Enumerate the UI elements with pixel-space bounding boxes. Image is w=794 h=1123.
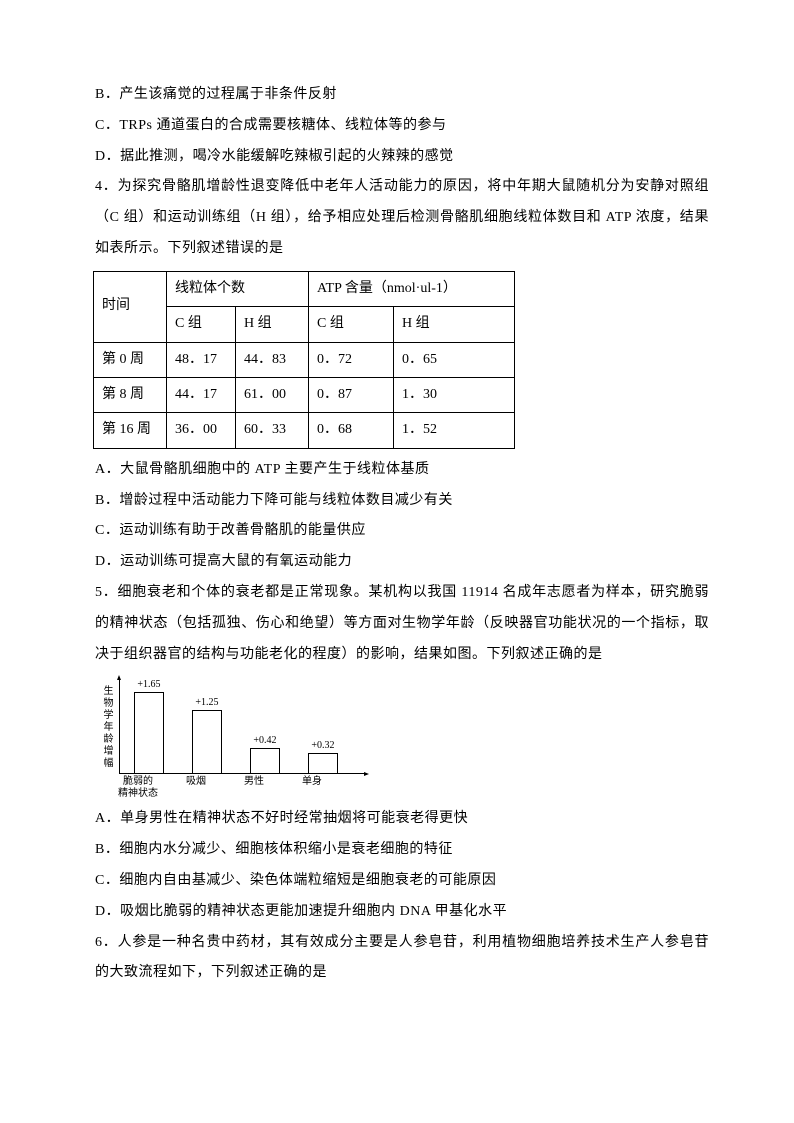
table-header-atp: ATP 含量（nmol·ul-1）	[309, 271, 515, 306]
chart-bar-group: +1.65	[120, 680, 178, 773]
chart-bar-value: +1.25	[195, 698, 218, 708]
table-row: 第 16 周 36．00 60．33 0．68 1．52	[94, 413, 515, 448]
question-6-stem: 6．人参是一种名贵中药材，其有效成分主要是人参皂苷，利用植物细胞培养技术生产人参…	[95, 928, 709, 990]
table-subheader-c1: C 组	[167, 307, 236, 342]
chart-bar-group: +1.25	[178, 698, 236, 773]
table-subheader-h2: H 组	[394, 307, 515, 342]
table-header-time: 时间	[94, 271, 167, 342]
chart-xlabel: 吸烟	[167, 774, 225, 800]
chart-bar-value: +1.65	[137, 680, 160, 690]
table-subheader-c2: C 组	[309, 307, 394, 342]
mitochondria-atp-table: 时间 线粒体个数 ATP 含量（nmol·ul-1） C 组 H 组 C 组 H…	[93, 271, 515, 449]
chart-xlabel: 单身	[283, 774, 341, 800]
chart-xlabel: 男性	[225, 774, 283, 800]
option-d-text: D．据此推测，喝冷水能缓解吃辣椒引起的火辣辣的感觉	[95, 142, 709, 173]
q5-option-b: B．细胞内水分减少、细胞核体积缩小是衰老细胞的特征	[95, 835, 709, 866]
bio-age-bar-chart: 生物学年龄增幅 +1.65 +1.25 +0.42 +0.32	[95, 674, 364, 800]
chart-bar	[250, 748, 280, 773]
option-c-text: C．TRPs 通道蛋白的合成需要核糖体、线粒体等的参与	[95, 111, 709, 142]
question-5-stem: 5．细胞衰老和个体的衰老都是正常现象。某机构以我国 11914 名成年志愿者为样…	[95, 578, 709, 670]
document-page: B．产生该痛觉的过程属于非条件反射 C．TRPs 通道蛋白的合成需要核糖体、线粒…	[0, 0, 794, 1049]
chart-bar	[134, 692, 164, 773]
q5-option-c: C．细胞内自由基减少、染色体端粒缩短是细胞衰老的可能原因	[95, 866, 709, 897]
q5-option-a: A．单身男性在精神状态不好时经常抽烟将可能衰老得更快	[95, 804, 709, 835]
table-row: 第 8 周 44．17 61．00 0．87 1．30	[94, 377, 515, 412]
chart-bar	[192, 710, 222, 773]
q4-option-d: D．运动训练可提高大鼠的有氧运动能力	[95, 547, 709, 578]
q4-option-c: C．运动训练有助于改善骨骼肌的能量供应	[95, 516, 709, 547]
chart-bar-group: +0.42	[236, 736, 294, 773]
chart-bar-group: +0.32	[294, 741, 352, 773]
q5-option-d: D．吸烟比脆弱的精神状态更能加速提升细胞内 DNA 甲基化水平	[95, 897, 709, 928]
chart-bar-value: +0.32	[311, 741, 334, 751]
table-header-mito: 线粒体个数	[167, 271, 309, 306]
q4-option-b: B．增龄过程中活动能力下降可能与线粒体数目减少有关	[95, 486, 709, 517]
table-subheader-h1: H 组	[236, 307, 309, 342]
question-4-stem: 4．为探究骨骼肌增龄性退变降低中老年人活动能力的原因，将中年期大鼠随机分为安静对…	[95, 172, 709, 264]
chart-bar-value: +0.42	[253, 736, 276, 746]
chart-xlabel: 脆弱的精神状态	[109, 774, 167, 800]
option-b-text: B．产生该痛觉的过程属于非条件反射	[95, 80, 709, 111]
chart-bar	[308, 753, 338, 773]
table-row: 第 0 周 48．17 44．83 0．72 0．65	[94, 342, 515, 377]
q4-option-a: A．大鼠骨骼肌细胞中的 ATP 主要产生于线粒体基质	[95, 455, 709, 486]
chart-yaxis-label: 生物学年龄增幅	[95, 679, 119, 774]
